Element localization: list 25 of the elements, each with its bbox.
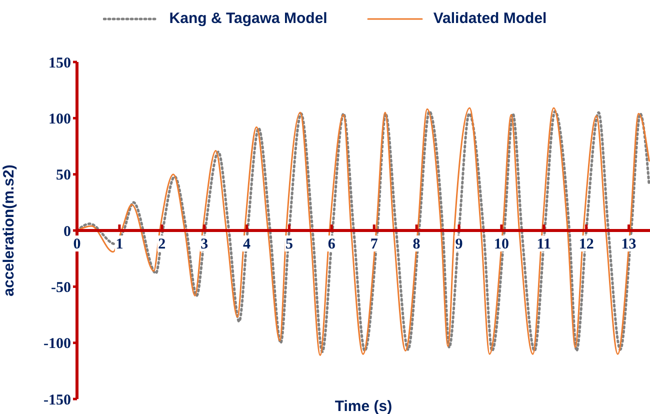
- legend-label: Validated Model: [433, 10, 547, 27]
- y-tick-label: 150: [48, 55, 71, 72]
- y-tick-label: 50: [56, 168, 71, 184]
- y-tick-label: 0: [64, 224, 71, 240]
- x-tick-label: 7: [370, 236, 378, 252]
- x-tick-label: 13: [621, 236, 636, 252]
- x-axis-title: Time (s): [334, 398, 392, 414]
- x-tick-label: 2: [158, 236, 166, 252]
- x-tick-label: 1: [116, 236, 124, 252]
- x-tick-label: 5: [285, 236, 293, 252]
- x-tick-label: 12: [578, 236, 594, 252]
- y-tick-label: -50: [51, 280, 71, 296]
- y-axis-title: acceleration(m.s2): [0, 164, 18, 296]
- x-tick-label: 10: [494, 236, 509, 252]
- x-tick-label: 3: [200, 236, 208, 252]
- y-tick-label: 100: [48, 111, 71, 128]
- y-tick-label: -100: [44, 336, 71, 352]
- y-tick-label: -150: [44, 392, 71, 408]
- x-tick-label: 0: [73, 236, 81, 252]
- x-tick-label: 9: [455, 236, 463, 252]
- x-tick-label: 6: [328, 236, 336, 252]
- x-tick-label: 4: [243, 236, 252, 252]
- legend-label: Kang & Tagawa Model: [169, 10, 328, 27]
- x-tick-label: 11: [536, 236, 551, 252]
- x-tick-label: 8: [412, 236, 420, 252]
